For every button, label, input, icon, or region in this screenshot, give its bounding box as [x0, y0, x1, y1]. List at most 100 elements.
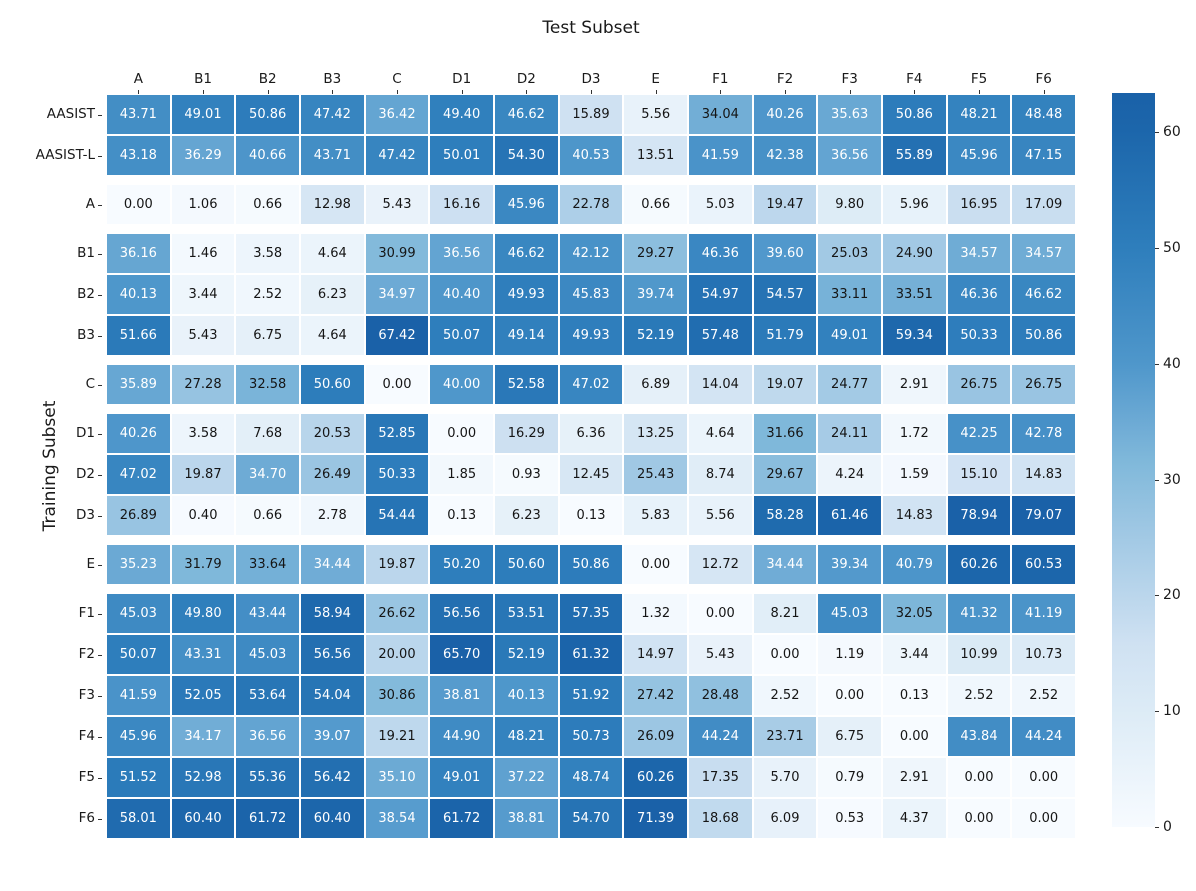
heatmap-cell: 5.83: [624, 496, 687, 535]
heatmap-cell: 33.51: [883, 275, 946, 314]
heatmap-cell: 40.53: [559, 136, 623, 175]
heatmap-cell: 4.24: [818, 455, 881, 494]
heatmap-cell: 35.63: [818, 95, 881, 134]
heatmap-cell: 4.64: [301, 234, 364, 273]
heatmap-cell: 45.03: [236, 635, 299, 674]
colorbar-tick-label: 50: [1163, 240, 1181, 257]
heatmap-cell: 7.68: [236, 414, 299, 453]
x-axis-title: Test Subset: [542, 18, 640, 38]
x-tick-label: B3: [301, 70, 364, 94]
heatmap-cell: 0.13: [883, 676, 946, 715]
x-tick-label: B2: [236, 70, 299, 94]
heatmap-cell: 23.71: [753, 717, 817, 756]
heatmap-cell: 2.52: [947, 676, 1011, 715]
heatmap-cell: 5.70: [753, 758, 817, 797]
heatmap-cell: 46.36: [947, 275, 1011, 314]
heatmap-cell: 34.44: [301, 545, 364, 584]
y-tick-label: C: [0, 365, 102, 404]
y-tick-label: F3: [0, 676, 102, 715]
heatmap-cell: 50.60: [301, 365, 364, 404]
heatmap-cell: 51.79: [753, 316, 817, 355]
heatmap-cell: 47.02: [107, 455, 170, 494]
y-tick-label: D3: [0, 496, 102, 535]
heatmap-row: 35.23 31.79 33.64 34.44 19.87 50.20 50.60 50.86…: [107, 545, 1075, 584]
heatmap-cell: 61.46: [818, 496, 881, 535]
heatmap-cell: 0.66: [624, 185, 687, 224]
heatmap-cell: 38.81: [495, 799, 558, 838]
heatmap-cell: 14.83: [883, 496, 946, 535]
y-tick-label: B1: [0, 234, 102, 273]
heatmap-cell: 49.93: [559, 316, 623, 355]
heatmap-cell: 1.59: [883, 455, 946, 494]
heatmap-cell: 8.21: [753, 594, 817, 633]
heatmap-cell: 35.89: [107, 365, 170, 404]
heatmap-cell: 45.96: [947, 136, 1011, 175]
heatmap-cell: 49.40: [430, 95, 493, 134]
colorbar-gradient: [1112, 93, 1155, 827]
heatmap-cell: 61.72: [430, 799, 493, 838]
heatmap-row: 45.03 49.80 43.44 58.94 26.62 56.56 53.51 57.35…: [107, 594, 1075, 633]
heatmap-cell: 26.89: [107, 496, 170, 535]
heatmap-cell: 2.52: [236, 275, 299, 314]
heatmap-cell: 45.03: [107, 594, 170, 633]
heatmap-cell: 79.07: [1012, 496, 1075, 535]
heatmap-cell: 25.43: [624, 455, 687, 494]
heatmap-cell: 34.17: [171, 717, 235, 756]
heatmap-cell: 12.98: [301, 185, 364, 224]
heatmap-cell: 34.44: [753, 545, 817, 584]
y-tick-label: F4: [0, 717, 102, 756]
heatmap-cell: 54.57: [753, 275, 817, 314]
heatmap-cell: 40.00: [430, 365, 493, 404]
heatmap-cell: 30.99: [365, 234, 429, 273]
heatmap-cell: 57.48: [689, 316, 752, 355]
heatmap-cell: 16.29: [495, 414, 558, 453]
y-tick-label: E: [0, 545, 102, 584]
heatmap-cell: 49.80: [171, 594, 235, 633]
heatmap-cell: 54.97: [689, 275, 752, 314]
heatmap-cell: 61.32: [559, 635, 623, 674]
x-tick-label: E: [624, 70, 687, 94]
heatmap-cell: 54.04: [301, 676, 364, 715]
heatmap-cell: 3.58: [236, 234, 299, 273]
heatmap-cell: 50.86: [1012, 316, 1075, 355]
heatmap-cell: 51.66: [107, 316, 170, 355]
heatmap-cell: 24.11: [818, 414, 881, 453]
colorbar-tick-label: 10: [1163, 703, 1181, 720]
heatmap-cell: 0.93: [495, 455, 558, 494]
heatmap-cell: 60.26: [947, 545, 1011, 584]
heatmap-row: 45.96 34.17 36.56 39.07 19.21 44.90 48.21 50.73…: [107, 717, 1075, 756]
heatmap-row: 41.59 52.05 53.64 54.04 30.86 38.81 40.13 51.92…: [107, 676, 1075, 715]
heatmap-cell: 34.70: [236, 455, 299, 494]
heatmap-cell: 34.57: [947, 234, 1011, 273]
heatmap-cell: 43.71: [301, 136, 364, 175]
heatmap-cell: 44.24: [689, 717, 752, 756]
heatmap-cell: 51.52: [107, 758, 170, 797]
heatmap-cell: 32.05: [883, 594, 946, 633]
heatmap-cell: 50.86: [559, 545, 623, 584]
heatmap-cell: 6.89: [624, 365, 687, 404]
heatmap-cell: 43.18: [107, 136, 170, 175]
x-tick-label: F3: [818, 70, 881, 94]
heatmap-cell: 47.42: [301, 95, 364, 134]
heatmap-cell: 0.66: [236, 185, 299, 224]
heatmap-cell: 53.51: [495, 594, 558, 633]
heatmap-cell: 0.13: [559, 496, 623, 535]
heatmap-row: 50.07 43.31 45.03 56.56 20.00 65.70 52.19 61.32…: [107, 635, 1075, 674]
heatmap-cell: 26.09: [624, 717, 687, 756]
heatmap-cell: 0.13: [430, 496, 493, 535]
x-tick-label: F6: [1012, 70, 1075, 94]
colorbar-tick-label: 60: [1163, 124, 1181, 141]
x-axis-tick-labels: A B1 B2 B3 C D1 D2 D3 E F1 F2 F3 F4 F5 F6: [107, 70, 1075, 94]
heatmap-cell: 34.57: [1012, 234, 1075, 273]
heatmap-cell: 3.44: [883, 635, 946, 674]
heatmap-cell: 42.38: [753, 136, 817, 175]
heatmap-cell: 35.10: [365, 758, 429, 797]
heatmap-cell: 8.74: [689, 455, 752, 494]
heatmap-cell: 3.44: [171, 275, 235, 314]
heatmap-cell: 1.85: [430, 455, 493, 494]
heatmap-cell: 60.26: [624, 758, 687, 797]
heatmap-cell: 56.42: [301, 758, 364, 797]
heatmap-cell: 30.86: [365, 676, 429, 715]
heatmap-cell: 50.60: [495, 545, 558, 584]
heatmap-cell: 49.01: [430, 758, 493, 797]
